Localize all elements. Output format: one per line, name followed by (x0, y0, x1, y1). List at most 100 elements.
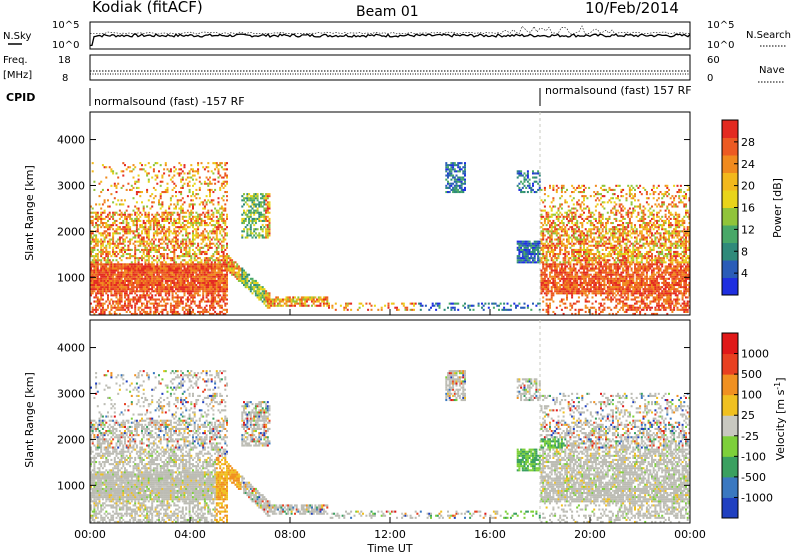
data-cell (537, 248, 540, 251)
data-cell (142, 273, 145, 276)
data-cell (178, 279, 181, 282)
data-cell (181, 263, 184, 266)
data-cell (139, 279, 142, 282)
data-cell (188, 213, 191, 216)
data-cell (254, 281, 257, 284)
data-cell (122, 290, 125, 293)
data-cell (180, 168, 183, 171)
data-cell (424, 304, 427, 307)
data-cell (207, 248, 210, 251)
data-cell (562, 253, 565, 256)
data-cell (203, 261, 206, 264)
data-cell (125, 217, 128, 220)
data-cell (124, 292, 126, 295)
data-cell (149, 279, 152, 282)
data-cell (212, 281, 215, 284)
data-cell (532, 244, 534, 247)
data-cell (239, 273, 242, 276)
data-cell (197, 168, 200, 171)
data-cell (178, 228, 181, 231)
data-cell (186, 250, 189, 253)
data-cell (161, 281, 164, 284)
data-cell (212, 286, 215, 289)
data-cell (113, 211, 116, 214)
data-cell (566, 261, 568, 264)
data-cell (203, 228, 206, 231)
data-cell (530, 255, 533, 258)
data-cell (129, 292, 132, 295)
data-cell (108, 232, 111, 235)
data-cell (384, 304, 387, 307)
data-cell (180, 242, 183, 245)
data-cell (273, 304, 276, 307)
data-cell (135, 271, 138, 274)
data-cell (142, 308, 145, 311)
data-cell (101, 203, 104, 206)
data-cell (504, 308, 507, 311)
data-cell (581, 259, 584, 262)
data-cell (487, 302, 490, 305)
data-cell (545, 288, 548, 291)
data-cell (93, 248, 96, 251)
data-cell (183, 182, 186, 185)
data-cell (103, 257, 106, 260)
data-cell (205, 176, 208, 179)
data-cell (521, 253, 524, 256)
data-cell (224, 308, 227, 311)
data-cell (180, 290, 183, 293)
data-cell (210, 269, 213, 272)
data-cell (192, 269, 194, 272)
data-cell (288, 296, 291, 299)
data-cell (101, 292, 104, 295)
data-cell (137, 244, 140, 247)
data-cell (343, 308, 346, 311)
data-cell (215, 250, 218, 253)
data-cell (448, 174, 451, 177)
data-cell (100, 211, 103, 214)
data-cell (246, 284, 249, 287)
data-cell (521, 244, 524, 247)
data-cell (192, 290, 194, 293)
data-cell (256, 294, 259, 297)
data-cell (195, 236, 198, 239)
data-cell (577, 310, 580, 313)
data-cell (290, 302, 293, 305)
data-cell (550, 240, 553, 243)
data-cell (414, 302, 417, 305)
data-cell (261, 224, 264, 227)
data-cell (566, 271, 568, 274)
data-cell (559, 226, 562, 229)
data-cell (93, 286, 96, 289)
data-cell (222, 281, 225, 284)
data-cell (559, 269, 562, 272)
data-cell (448, 302, 451, 305)
data-cell (210, 246, 213, 249)
data-cell (100, 253, 103, 256)
data-cell (571, 253, 574, 256)
data-cell (113, 286, 116, 289)
data-cell (457, 166, 460, 169)
data-cell (574, 215, 577, 218)
data-cell (550, 296, 553, 299)
data-cell (560, 269, 563, 272)
data-cell (566, 306, 568, 309)
data-cell (220, 265, 223, 268)
data-cell (498, 304, 500, 307)
data-cell (183, 226, 186, 229)
data-cell (482, 308, 485, 311)
data-cell (202, 281, 205, 284)
data-cell (550, 226, 553, 229)
data-cell (205, 166, 208, 169)
data-cell (525, 259, 528, 262)
data-cell (161, 211, 164, 214)
data-cell (118, 300, 121, 303)
data-cell (219, 281, 222, 284)
data-cell (183, 279, 186, 282)
data-cell (312, 296, 315, 299)
data-cell (183, 211, 186, 214)
data-cell (186, 271, 189, 274)
data-cell (159, 180, 162, 183)
data-cell (566, 265, 568, 268)
data-cell (203, 263, 206, 266)
data-cell (175, 184, 177, 187)
